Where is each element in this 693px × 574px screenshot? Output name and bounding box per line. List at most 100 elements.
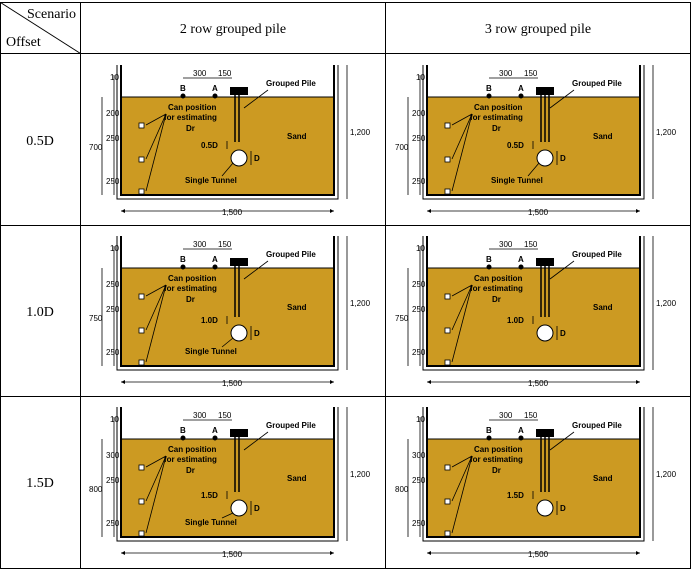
offset-label: 1.5D [201,491,218,500]
can-label-line1: Can position [474,445,523,454]
can-label-line2: for estimating [470,284,523,293]
tank-wall-outer [116,236,339,371]
grouped-pile-label: Grouped Pile [266,79,316,88]
sand-label: Sand [593,132,613,141]
height-label: 1,200 [656,128,677,137]
spacing-ba: 300 [193,69,207,78]
diagram-r2-c1: D 1.5D B A 300 150 Grouped Pile Sand Can positio… [395,407,677,559]
sand-label: Sand [287,474,307,483]
tunnel [536,149,554,167]
point-a [212,93,218,99]
spacing-a-pile: 150 [524,240,538,249]
point-b-label: B [486,84,492,93]
can-leader [451,284,473,297]
dim-1: 200 [106,109,120,118]
dr-label: Dr [186,466,195,475]
offset-label: 0.5D [201,141,218,150]
tunnel-leader [221,337,234,348]
dim-1: 250 [412,280,426,289]
can-position [138,122,145,129]
width-arrow-left [121,209,125,213]
tank-wall [426,65,641,196]
spacing-a-pile: 150 [218,240,232,249]
can-leader [451,284,473,363]
offset-label: 1.0D [201,316,218,325]
tunnel-leader [527,162,540,177]
dr-label: Dr [492,295,501,304]
can-label-line1: Can position [168,103,217,112]
can-leader [451,455,473,502]
total-height: 700 [89,143,103,152]
height-label: 1,200 [350,128,371,137]
width-label: 1,500 [222,208,243,217]
can-position [138,156,145,163]
sand-label: Sand [593,474,613,483]
can-position [444,359,451,366]
point-a-label: A [212,84,218,93]
point-a-label: A [518,255,524,264]
point-b [486,93,492,99]
dim-top: 10 [110,244,119,253]
tunnel-leader [221,162,234,177]
can-label-line2: for estimating [470,113,523,122]
can-label-line1: Can position [168,274,217,283]
sand-body [121,268,334,366]
tank-wall-outer [422,236,645,371]
dim-top: 10 [416,73,425,82]
header-diagonal [0,2,81,54]
grouped-pile-label: Grouped Pile [572,250,622,259]
width-label: 1,500 [222,550,243,559]
tunnel [230,499,248,517]
height-label: 1,200 [350,299,371,308]
dim-1: 250 [106,280,120,289]
diameter-label: D [560,154,566,163]
point-b [180,435,186,441]
dim-1: 300 [412,451,426,460]
diameter-label: D [254,504,260,513]
point-b-label: B [180,426,186,435]
can-leader [451,113,473,126]
width-arrow-right [636,209,640,213]
diagram-r0-c1: D 0.5D B A 300 150 Grouped Pile Sand Can positio… [395,65,677,217]
sand-body [427,268,640,366]
total-height: 800 [89,485,103,494]
tank-wall [120,236,335,367]
header-3row: 3 row grouped pile [485,22,591,37]
tunnel-label: Single Tunnel [491,176,543,185]
total-height: 750 [89,314,103,323]
row-label-0: 0.5D [26,134,54,149]
point-b [486,264,492,270]
can-position [444,498,451,505]
height-label: 1,200 [656,299,677,308]
total-height: 700 [395,143,409,152]
can-position [138,464,145,471]
point-a [212,264,218,270]
can-leader [145,455,167,502]
tunnel-label: Single Tunnel [185,347,237,356]
tank-wall-outer [116,65,339,200]
dim-3: 250 [106,348,120,357]
grouped-pile-leader [549,431,575,451]
grouped-pile-leader [243,260,269,280]
dim-3: 250 [106,519,120,528]
dr-label: Dr [492,466,501,475]
can-position [444,293,451,300]
grouped-pile-leader [243,431,269,451]
pile-cap [536,87,554,95]
can-position [444,327,451,334]
point-b-label: B [180,84,186,93]
pile-cap [536,429,554,437]
sand-body [121,97,334,195]
can-label-line2: for estimating [164,113,217,122]
can-leader [451,455,473,468]
dim-top: 10 [416,415,425,424]
width-label: 1,500 [528,208,549,217]
header-offset: Offset [6,35,41,50]
point-a [518,93,524,99]
dim-top: 10 [416,244,425,253]
can-position [138,293,145,300]
pile-cap [230,87,248,95]
dim-top: 10 [110,73,119,82]
diameter-label: D [254,329,260,338]
row-label-1: 1.0D [26,305,54,320]
